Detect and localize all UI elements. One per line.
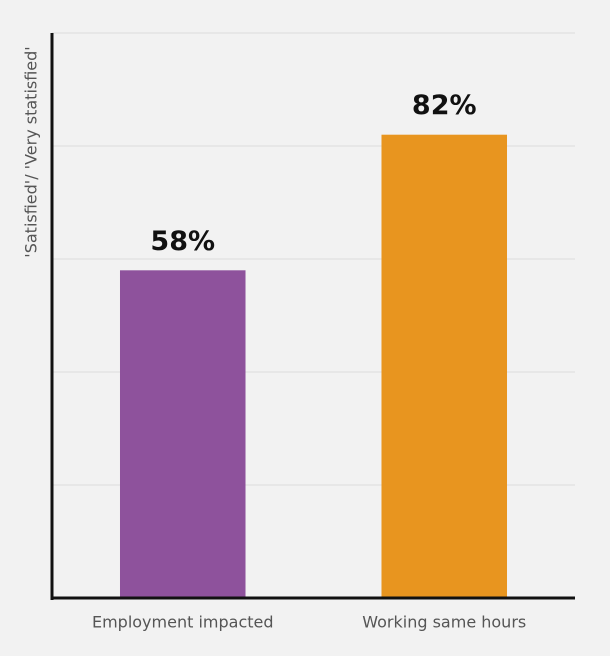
bar: [119, 270, 246, 598]
value-label: 82%: [412, 90, 477, 121]
y-axis-label: 'Satisfied'/ 'Very statisfied': [22, 46, 41, 257]
x-tick-label: Employment impacted: [92, 613, 274, 632]
value-label: 58%: [150, 226, 215, 257]
x-tick-label: Working same hours: [362, 613, 526, 632]
bar: [381, 134, 508, 598]
